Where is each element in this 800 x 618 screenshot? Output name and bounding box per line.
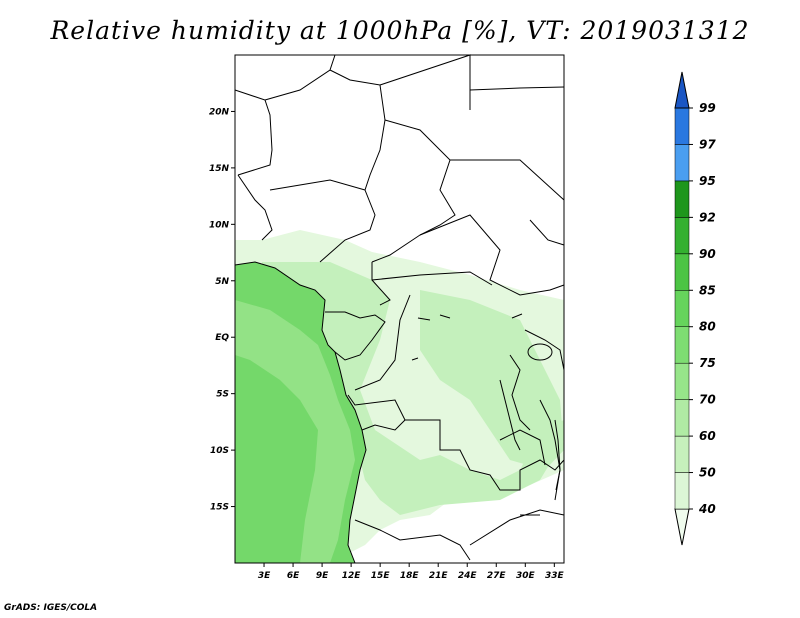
colorbar-swatch [674, 326, 690, 364]
colorbar-swatch [674, 144, 690, 182]
lat-tick-label: 10N [209, 220, 230, 230]
colorbar-level-label: 75 [699, 356, 716, 370]
colorbar-swatch [674, 435, 690, 473]
colorbar-swatch [674, 290, 690, 327]
lat-tick-label: 15N [209, 164, 230, 174]
colorbar-level-label: 50 [699, 466, 716, 480]
lat-tick-label: 5N [215, 277, 229, 287]
credit-label: GrADS: IGES/COLA [4, 603, 98, 613]
colorbar-level-label: 85 [699, 283, 716, 297]
colorbar-swatch [674, 180, 690, 218]
colorbar-upper-triangle [674, 71, 690, 109]
lon-tick-label: 33E [545, 571, 565, 581]
longitude-axis: 3E 6E 9E 12E 15E 18E 21E 24E 27E 30E 33E [258, 563, 565, 581]
colorbar: 40 50 60 70 75 80 85 90 92 95 97 99 [674, 71, 716, 546]
wet-region [262, 262, 564, 515]
lon-tick-label: 18E [400, 571, 420, 581]
coastal-band [235, 300, 355, 563]
colorbar-level-label: 80 [699, 320, 716, 334]
colorbar-level-label: 90 [699, 247, 716, 261]
colorbar-level-label: 40 [698, 502, 716, 516]
colorbar-swatch [674, 472, 690, 510]
lon-tick-label: 30E [516, 571, 536, 581]
lon-tick-label: 24E [458, 571, 478, 581]
map-frame [234, 54, 565, 564]
lon-tick-label: 27E [487, 571, 507, 581]
wet-region-east [420, 290, 564, 470]
colorbar-swatch [674, 399, 690, 437]
colorbar-level-label: 95 [699, 174, 716, 188]
colorbar-swatch [674, 253, 690, 291]
lat-tick-label: EQ [215, 333, 229, 343]
colorbar-lower-triangle [674, 508, 690, 546]
colorbar-level-label: 99 [699, 101, 716, 115]
colorbar-level-label: 70 [699, 393, 716, 407]
lon-tick-label: 9E [316, 571, 329, 581]
colorbar-swatch [674, 217, 690, 255]
lon-tick-label: 21E [429, 571, 449, 581]
colorbar-swatch [674, 107, 690, 145]
lat-tick-label: 5S [216, 390, 229, 400]
lat-tick-label: 15S [210, 503, 229, 513]
lakes [499, 343, 561, 516]
colorbar-swatch [674, 362, 690, 400]
humidity-field [235, 55, 564, 563]
latitude-axis: 20N 15N 10N 5N EQ 5S 10S 15S [209, 107, 235, 513]
colorbar-level-label: 60 [699, 429, 716, 443]
colorbar-level-label: 97 [699, 137, 716, 151]
lon-tick-label: 3E [258, 571, 271, 581]
country-borders [234, 54, 565, 564]
lon-tick-label: 6E [287, 571, 300, 581]
lon-tick-label: 15E [371, 571, 391, 581]
colorbar-level-label: 92 [699, 210, 716, 224]
lat-tick-label: 20N [209, 107, 230, 117]
lon-tick-label: 12E [342, 571, 362, 581]
map-title: Relative humidity at 1000hPa [%], VT: 20… [50, 16, 750, 45]
lat-tick-label: 10S [210, 446, 229, 456]
